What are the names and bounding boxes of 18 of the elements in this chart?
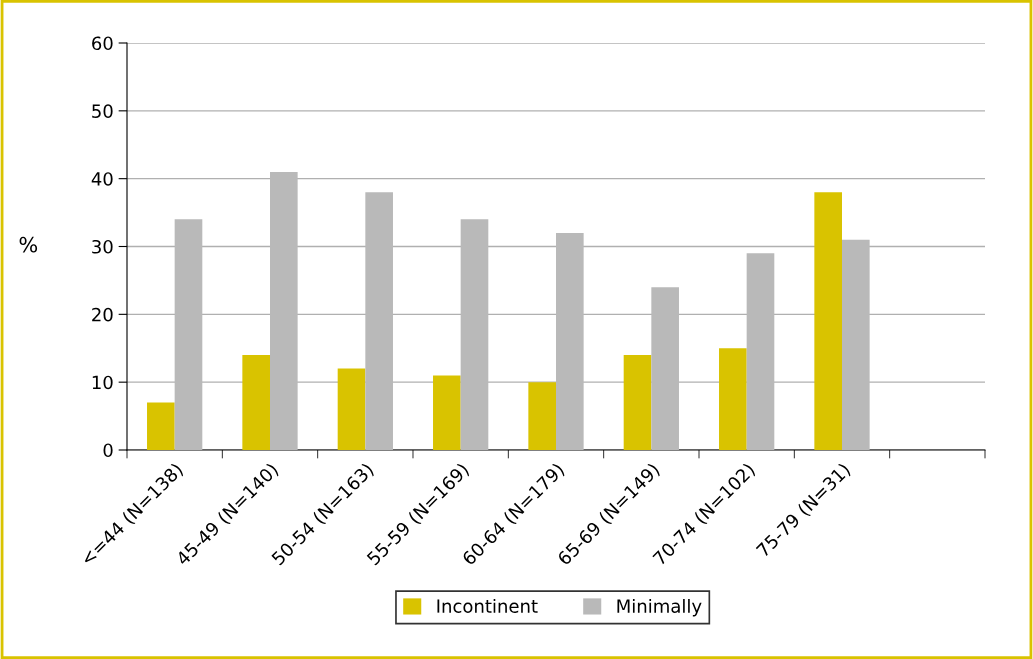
bar (337, 368, 366, 450)
y-tick-label: 30 (92, 239, 113, 254)
bar (147, 402, 175, 450)
y-tick-label: 60 (92, 36, 113, 51)
bar (814, 192, 842, 450)
bar (242, 355, 270, 450)
bar (719, 348, 747, 450)
y-tick-label: 20 (92, 307, 113, 322)
y-tick-label: 40 (91, 172, 113, 186)
bar (528, 382, 556, 450)
y-axis-title: % (19, 236, 38, 253)
bar (623, 355, 652, 450)
bar (433, 375, 461, 450)
legend-label: Incontinent (437, 598, 538, 613)
legend-label: Minimally (617, 598, 702, 617)
y-tick-label: 10 (92, 375, 113, 390)
y-tick-label: 0 (103, 443, 113, 458)
y-tick-label: 50 (92, 104, 113, 118)
